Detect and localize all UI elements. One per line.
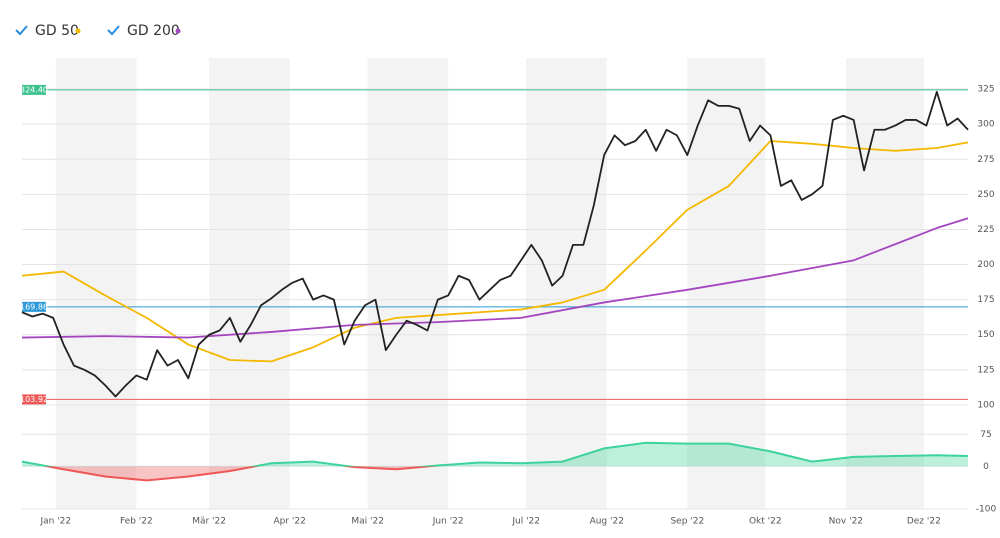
y-tick-label: -100 — [976, 505, 997, 515]
legend-label[interactable]: GD 200 — [127, 23, 180, 39]
legend-label[interactable]: GD 50 — [35, 23, 79, 39]
y-tick-label: 75 — [980, 430, 991, 440]
y-tick-label: 100 — [977, 400, 994, 410]
ma-line — [21, 217, 969, 339]
oscillator-area — [22, 442, 968, 481]
x-tick-label: Jul '22 — [511, 517, 540, 527]
legend-gd50[interactable]: GD 50 — [15, 23, 81, 39]
x-tick-label: Feb '22 — [120, 517, 153, 527]
ma-line — [21, 140, 969, 363]
y-tick-label: 325 — [977, 85, 994, 95]
y-tick-label: 175 — [977, 295, 994, 305]
reference-label: 324.40 — [20, 85, 48, 94]
x-tick-label: Sep '22 — [670, 517, 704, 527]
reference-label-bg — [22, 301, 46, 312]
month-band — [209, 58, 290, 509]
x-tick-label: Okt '22 — [749, 517, 782, 527]
x-tick-label: Mär '22 — [192, 517, 226, 527]
price-line — [21, 90, 969, 398]
x-tick-label: Nov '22 — [829, 517, 863, 527]
reference-label-bg — [22, 394, 46, 405]
x-tick-label: Apr '22 — [274, 517, 306, 527]
y-tick-label: 200 — [977, 260, 994, 270]
y-tick-label: 125 — [977, 365, 994, 375]
checkbox[interactable] — [107, 25, 120, 36]
y-tick-label: 275 — [977, 155, 994, 165]
legend-dot — [175, 28, 181, 34]
y-tick-label: 150 — [977, 330, 994, 340]
reference-label-bg — [22, 84, 46, 95]
y-tick-label: 300 — [977, 120, 994, 130]
month-band — [367, 58, 449, 509]
x-tick-label: Aug '22 — [590, 517, 624, 527]
x-tick-label: Dez '22 — [907, 517, 941, 527]
y-tick-label: 0 — [983, 462, 989, 472]
x-tick-label: Jan '22 — [39, 517, 71, 527]
reference-label: 169.86 — [20, 302, 48, 311]
y-tick-label: 225 — [977, 225, 994, 235]
month-band — [526, 58, 607, 509]
month-band — [55, 58, 137, 509]
legend-gd200[interactable]: GD 200 — [107, 23, 181, 39]
month-band — [845, 58, 924, 509]
checkbox[interactable] — [15, 25, 28, 36]
x-tick-label: Mai '22 — [351, 517, 384, 527]
x-tick-label: Jun '22 — [432, 517, 464, 527]
y-tick-label: 250 — [977, 190, 994, 200]
reference-label: 103.92 — [20, 395, 48, 404]
oscillator-line — [21, 441, 969, 482]
legend-dot — [75, 28, 81, 34]
